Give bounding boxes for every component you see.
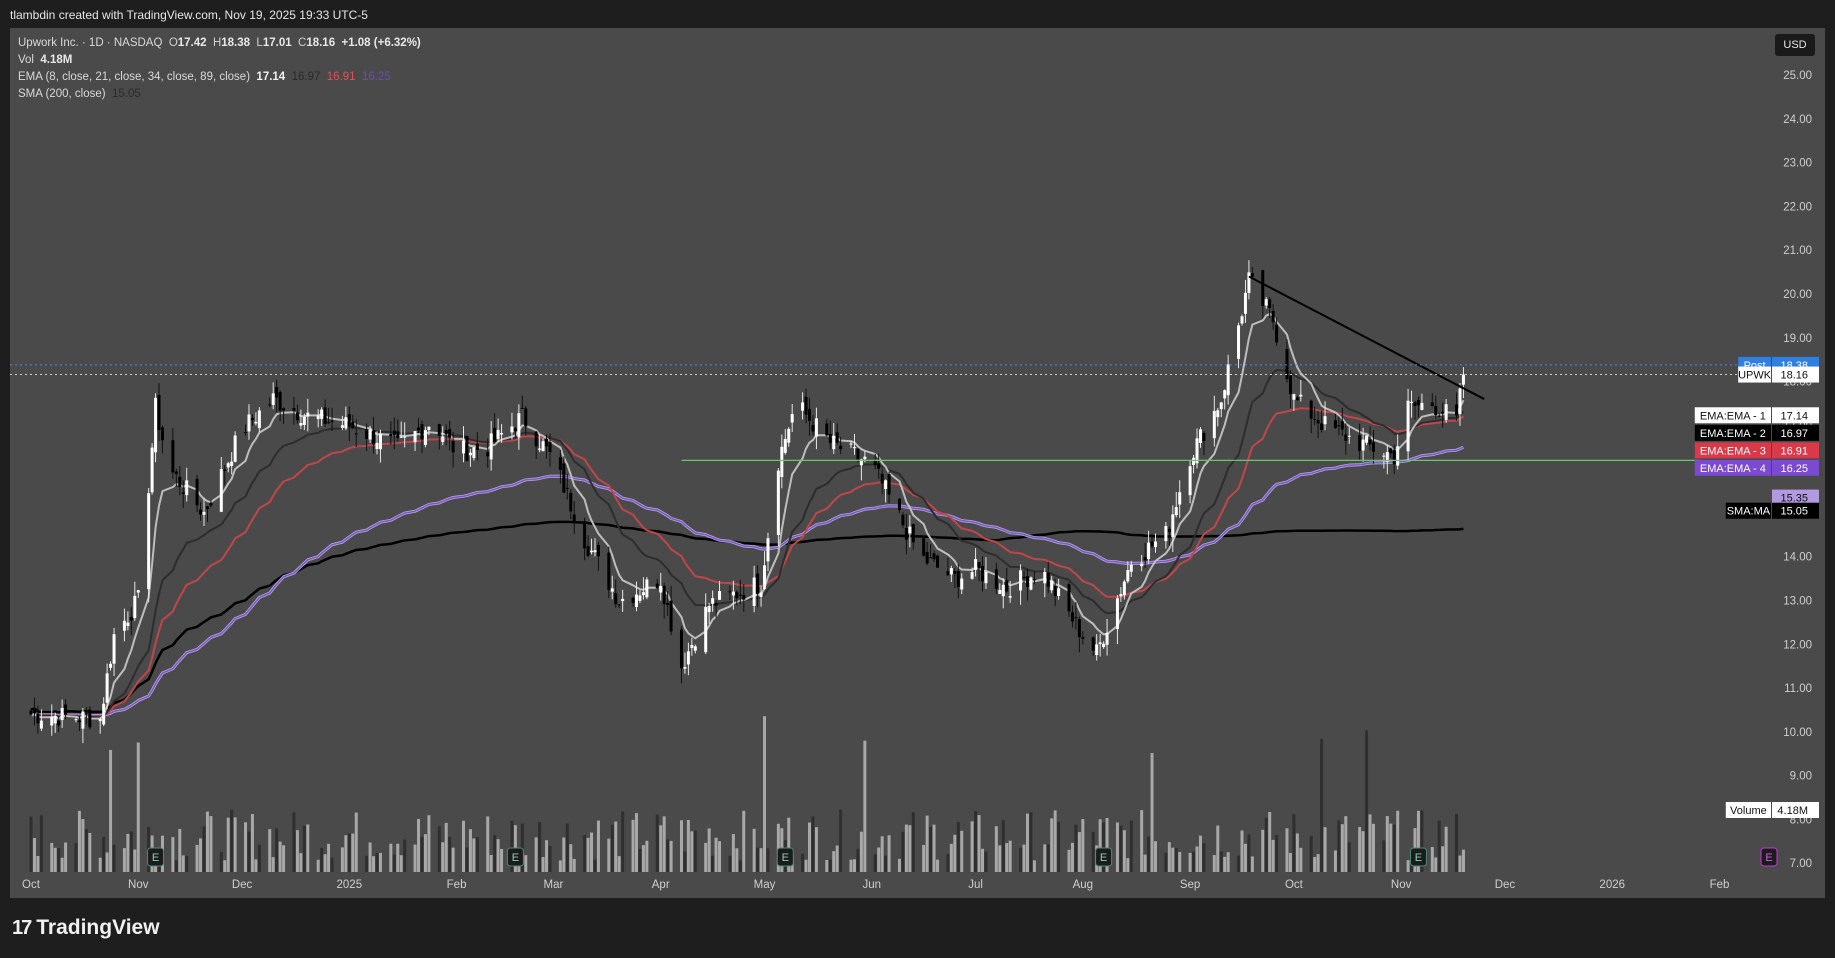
legend-sma-value: 15.05 bbox=[111, 88, 141, 100]
legend-sma-label[interactable]: SMA (200, close) bbox=[18, 88, 106, 100]
legend-close-label: C bbox=[298, 37, 307, 49]
legend-vol-label[interactable]: Vol bbox=[18, 54, 34, 66]
legend-low-label: L bbox=[256, 37, 263, 49]
legend-volume-row: Vol 4.18M bbox=[18, 52, 421, 69]
chart-legend: Upwork Inc. · 1D · NASDAQ O17.42 H18.38 … bbox=[18, 35, 421, 103]
legend-high-label: H bbox=[212, 37, 222, 49]
legend-open-label: O bbox=[168, 37, 178, 49]
brand-name: TradingView bbox=[36, 916, 160, 939]
legend-open-value: 17.42 bbox=[177, 37, 207, 49]
legend-ema-label[interactable]: EMA (8, close, 21, close, 34, close, 89,… bbox=[18, 71, 251, 83]
legend-ema-value-2: 16.97 bbox=[291, 71, 321, 83]
currency-button[interactable]: USD bbox=[1775, 34, 1815, 56]
legend-change: +1.08 (+6.32%) bbox=[341, 37, 421, 49]
tradingview-mark-icon: 17 bbox=[12, 917, 32, 939]
legend-low-value: 17.01 bbox=[262, 37, 292, 49]
legend-vol-value: 4.18M bbox=[40, 54, 73, 66]
legend-symbol-row: Upwork Inc. · 1D · NASDAQ O17.42 H18.38 … bbox=[18, 35, 421, 52]
legend-close-value: 18.16 bbox=[306, 37, 336, 49]
legend-ema-value-4: 16.25 bbox=[361, 71, 391, 83]
legend-ema-value-1: 17.14 bbox=[256, 71, 286, 83]
legend-high-value: 18.38 bbox=[221, 37, 251, 49]
chart-panel[interactable] bbox=[10, 28, 1825, 898]
top-bar: tlambdin created with TradingView.com, N… bbox=[0, 0, 1835, 28]
legend-sma-row: SMA (200, close) 15.05 bbox=[18, 86, 421, 103]
tradingview-logo[interactable]: 17 TradingView bbox=[12, 916, 160, 940]
legend-ema-value-3: 16.91 bbox=[326, 71, 356, 83]
legend-symbol[interactable]: Upwork Inc. · 1D · NASDAQ bbox=[18, 37, 163, 49]
legend-ema-row: EMA (8, close, 21, close, 34, close, 89,… bbox=[18, 69, 421, 86]
footer-bar bbox=[0, 898, 1835, 958]
creator-text: tlambdin created with TradingView.com, N… bbox=[10, 8, 368, 22]
